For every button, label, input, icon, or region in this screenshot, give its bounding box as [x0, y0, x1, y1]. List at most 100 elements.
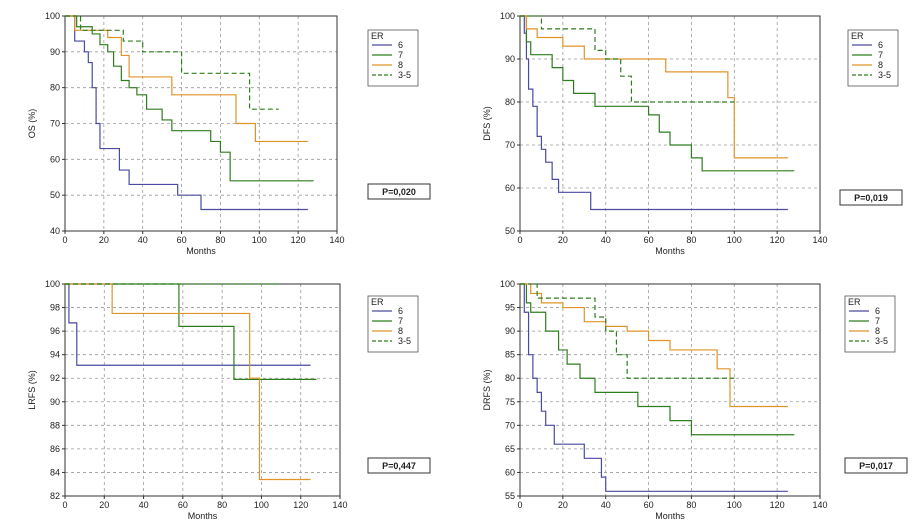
x-tick-label: 20: [558, 235, 568, 245]
y-tick-label: 82: [50, 491, 60, 501]
x-tick-label: 100: [727, 500, 742, 510]
p-value-box: P=0,017: [844, 457, 908, 474]
x-tick-label: 120: [291, 235, 306, 245]
p-value-box: P=0,447: [367, 457, 431, 474]
x-tick-label: 100: [727, 235, 742, 245]
y-tick-label: 85: [505, 350, 515, 360]
y-tick-label: 60: [505, 467, 515, 477]
p-value-label: P=0,020: [382, 187, 416, 197]
x-tick-label: 20: [558, 500, 568, 510]
y-tick-label: 90: [50, 47, 60, 57]
chart-panel-bottom-right: 0 20 40 60 80 100 120 140 55 60 65 70 75 80 85 90 95 100 M…: [482, 279, 908, 521]
series-line-6: [520, 15, 788, 211]
x-tick-label: 0: [517, 500, 522, 510]
x-tick-label: 140: [812, 235, 827, 245]
y-tick-label: 75: [505, 397, 515, 407]
y-tick-label: 100: [500, 11, 515, 21]
y-tick-label: 100: [45, 279, 60, 289]
p-value-box: P=0,019: [839, 189, 903, 206]
x-tick-label: 100: [252, 235, 267, 245]
x-tick-label: 40: [601, 500, 611, 510]
series-line-8: [65, 15, 308, 143]
y-tick-label: 55: [505, 491, 515, 501]
legend-label-7: 7: [398, 50, 403, 60]
y-tick-label: 70: [505, 420, 515, 430]
y-tick-label: 40: [50, 226, 60, 236]
x-tick-label: 60: [644, 500, 654, 510]
plot-frame: [64, 283, 341, 497]
series-line-3-5: [520, 15, 735, 103]
y-tick-label: 65: [505, 444, 515, 454]
x-tick-label: 20: [99, 500, 109, 510]
x-tick-label: 40: [601, 235, 611, 245]
series-line-7: [65, 15, 314, 182]
y-tick-label: 92: [50, 373, 60, 383]
x-tick-label: 60: [177, 235, 187, 245]
legend-label-6: 6: [878, 40, 883, 50]
y-tick-label: 96: [50, 326, 60, 336]
x-tick-label: 60: [178, 500, 188, 510]
series-line-3-5: [65, 15, 279, 110]
y-tick-label: 90: [50, 397, 60, 407]
legend-title: ER: [851, 31, 864, 41]
x-tick-label: 80: [686, 500, 696, 510]
x-tick-label: 120: [770, 500, 785, 510]
legend-label-3-5: 3-5: [398, 70, 411, 80]
x-tick-label: 100: [254, 500, 269, 510]
series-line-8: [65, 283, 311, 481]
chart-panel-top-right: 0 20 40 60 80 100 120 140 50 60 70 80 90 100 Months DFS…: [482, 11, 903, 256]
y-tick-label: 60: [50, 154, 60, 164]
y-tick-label: 88: [50, 420, 60, 430]
y-tick-label: 70: [50, 119, 60, 129]
x-tick-label: 40: [138, 235, 148, 245]
x-tick-label: 80: [217, 500, 227, 510]
plot-frame: [519, 283, 821, 497]
legend-title: ER: [371, 31, 384, 41]
y-tick-label: 98: [50, 303, 60, 313]
x-axis-title: Months: [655, 511, 685, 521]
legend-title: ER: [848, 297, 861, 307]
legend-box: [367, 295, 419, 353]
y-tick-label: 86: [50, 444, 60, 454]
legend-label-7: 7: [878, 50, 883, 60]
x-tick-label: 0: [517, 235, 522, 245]
y-tick-label: 80: [505, 373, 515, 383]
y-axis-title: OS (%): [27, 109, 37, 139]
y-tick-label: 95: [505, 303, 515, 313]
legend-title: ER: [371, 297, 384, 307]
legend-box: [844, 295, 896, 353]
x-tick-label: 120: [770, 235, 785, 245]
x-tick-label: 80: [686, 235, 696, 245]
legend-label-6: 6: [398, 306, 403, 316]
legend-label-6: 6: [398, 40, 403, 50]
x-tick-label: 60: [644, 235, 654, 245]
series-line-6: [65, 15, 308, 211]
x-axis-title: Months: [655, 246, 685, 256]
legend-label-6: 6: [875, 306, 880, 316]
series-line-8: [520, 15, 788, 159]
y-tick-label: 50: [505, 226, 515, 236]
legend-label-3-5: 3-5: [875, 336, 888, 346]
p-value-frame: [839, 189, 903, 206]
legend-label-7: 7: [398, 316, 403, 326]
series-line-8: [520, 283, 788, 408]
legend-label-3-5: 3-5: [878, 70, 891, 80]
y-tick-label: 70: [505, 140, 515, 150]
x-tick-label: 140: [812, 500, 827, 510]
y-tick-label: 100: [45, 11, 60, 21]
chart-panel-bottom-left: 0 20 40 60 80 100 120 140828486889092949698100M…: [27, 279, 431, 521]
p-value-frame: [367, 457, 431, 474]
legend-box: [367, 29, 419, 87]
p-value-label: P=0,447: [382, 461, 416, 471]
x-tick-label: 140: [332, 500, 347, 510]
y-tick-label: 90: [505, 54, 515, 64]
y-axis-title: DRFS (%): [482, 370, 492, 411]
x-tick-label: 0: [62, 235, 67, 245]
p-value-label: P=0,017: [859, 461, 893, 471]
x-tick-label: 140: [329, 235, 344, 245]
